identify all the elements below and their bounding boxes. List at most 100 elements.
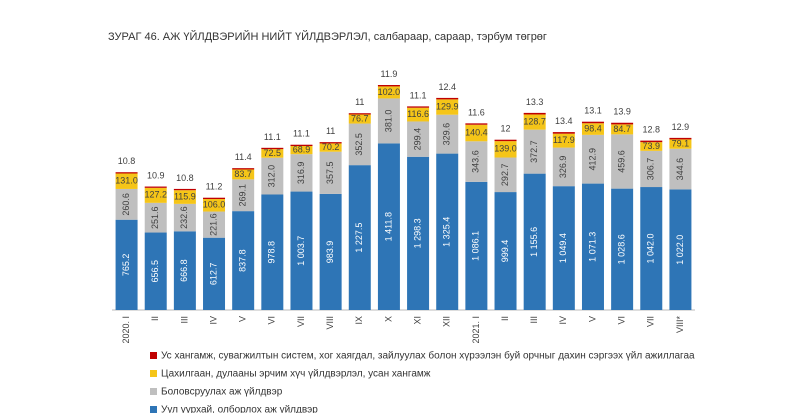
bar-segment bbox=[407, 121, 430, 157]
data-label: 1 042.0 bbox=[646, 234, 656, 264]
x-tick-label: IV bbox=[208, 316, 218, 325]
data-label: 221.6 bbox=[208, 213, 218, 236]
x-tick-label: X bbox=[383, 316, 393, 322]
data-label: 11.6 bbox=[468, 107, 485, 117]
data-label: 666.8 bbox=[179, 259, 189, 282]
data-label: 68.9 bbox=[293, 144, 311, 154]
bar-segment bbox=[232, 211, 255, 310]
bar-segment bbox=[581, 123, 604, 135]
bar-segment bbox=[640, 150, 663, 188]
data-label: 13.1 bbox=[584, 106, 602, 116]
data-label: 260.6 bbox=[121, 193, 131, 216]
data-label: 12.9 bbox=[672, 122, 690, 132]
data-label: 84.7 bbox=[613, 124, 631, 134]
bar-segment bbox=[232, 168, 255, 170]
data-label: 131.0 bbox=[115, 176, 138, 186]
bar-segment bbox=[290, 191, 313, 310]
bar-segment bbox=[611, 134, 634, 189]
data-label: 72.5 bbox=[264, 148, 282, 158]
bar-segment bbox=[669, 148, 692, 190]
data-label: 11 bbox=[355, 97, 364, 107]
data-label: 292.7 bbox=[500, 164, 510, 187]
data-label: 299.4 bbox=[412, 128, 422, 151]
data-label: 357.5 bbox=[325, 162, 335, 185]
bar-segment bbox=[669, 189, 692, 310]
x-tick-label: 2020. I bbox=[121, 316, 131, 344]
data-label: 1 325.4 bbox=[442, 217, 452, 247]
bar-segment bbox=[669, 137, 692, 140]
data-label: 1 227.5 bbox=[354, 223, 364, 253]
bar-segment bbox=[115, 173, 138, 189]
bar-segment bbox=[203, 237, 226, 310]
data-label: 116.6 bbox=[407, 109, 429, 119]
bar-segment bbox=[319, 142, 342, 144]
bar-segment bbox=[348, 123, 371, 166]
bar-segment bbox=[144, 232, 167, 310]
data-label: 102.0 bbox=[378, 87, 401, 97]
x-tick-label: II bbox=[150, 316, 160, 321]
bar-segment bbox=[436, 97, 459, 100]
data-label: 12 bbox=[501, 124, 511, 134]
data-label: 11.1 bbox=[293, 129, 310, 139]
bar-segment bbox=[581, 183, 604, 310]
bar-segment bbox=[377, 143, 400, 310]
x-tick-label: VII bbox=[646, 316, 656, 327]
data-label: 1 049.4 bbox=[558, 233, 568, 263]
bar-segment bbox=[669, 139, 692, 149]
x-tick-label: V bbox=[238, 316, 248, 322]
data-label: 343.6 bbox=[471, 150, 481, 173]
data-label: 326.9 bbox=[558, 156, 568, 179]
bar-segment bbox=[319, 143, 342, 152]
bar-segment bbox=[523, 173, 546, 310]
bar-segment bbox=[611, 188, 634, 310]
data-label: 1 071.3 bbox=[587, 232, 597, 262]
data-label: 344.6 bbox=[675, 158, 685, 181]
bar-segment bbox=[465, 181, 488, 310]
data-label: 11.2 bbox=[206, 182, 223, 192]
bar-segment bbox=[494, 157, 517, 193]
data-label: 128.7 bbox=[523, 116, 546, 126]
data-label: 232.6 bbox=[179, 206, 189, 229]
bar-segment bbox=[144, 186, 167, 188]
bar-segment bbox=[465, 123, 488, 125]
data-label: 381.0 bbox=[383, 110, 393, 133]
data-label: 978.8 bbox=[267, 241, 277, 264]
bar-segment bbox=[581, 121, 604, 124]
bar-segment bbox=[436, 114, 459, 154]
bar-segment bbox=[407, 107, 430, 122]
legend-swatch bbox=[150, 370, 157, 377]
bar-segment bbox=[203, 211, 226, 238]
x-tick-label: IV bbox=[558, 316, 568, 325]
x-tick-label: III bbox=[529, 316, 539, 324]
data-label: 117.9 bbox=[553, 135, 575, 145]
data-label: 312.0 bbox=[267, 165, 277, 188]
data-label: 10.9 bbox=[147, 171, 165, 181]
legend-swatch bbox=[150, 388, 157, 395]
data-label: 79.1 bbox=[672, 138, 690, 148]
data-label: 306.7 bbox=[646, 158, 656, 181]
bar-segment bbox=[494, 139, 517, 142]
bar-segment bbox=[319, 193, 342, 310]
bar-segment bbox=[377, 98, 400, 144]
bar-segment bbox=[144, 202, 167, 233]
data-label: 73.9 bbox=[643, 141, 661, 151]
data-label: 106.0 bbox=[203, 200, 226, 210]
bar-segment bbox=[377, 86, 400, 99]
bar-segment bbox=[348, 114, 371, 124]
bar-segment bbox=[261, 147, 284, 150]
bar-segment bbox=[319, 151, 342, 194]
data-label: 1 298.3 bbox=[412, 218, 422, 248]
bar-segment bbox=[407, 156, 430, 310]
legend-label: Цахилгаан, дулааны эрчим хүч үйлдвэрлэл,… bbox=[161, 369, 431, 380]
bar-segment bbox=[173, 203, 196, 232]
data-label: 352.5 bbox=[354, 133, 364, 156]
legend-swatch bbox=[150, 352, 157, 359]
x-tick-label: III bbox=[179, 316, 189, 324]
legend-label: Боловсруулах аж үйлдвэр bbox=[161, 387, 283, 398]
bar-segment bbox=[173, 231, 196, 310]
bar-segment bbox=[640, 187, 663, 310]
bar-segment bbox=[261, 149, 284, 158]
data-label: 1 086.1 bbox=[471, 231, 481, 261]
bar-segment bbox=[377, 85, 400, 87]
x-tick-label: XII bbox=[442, 316, 452, 327]
